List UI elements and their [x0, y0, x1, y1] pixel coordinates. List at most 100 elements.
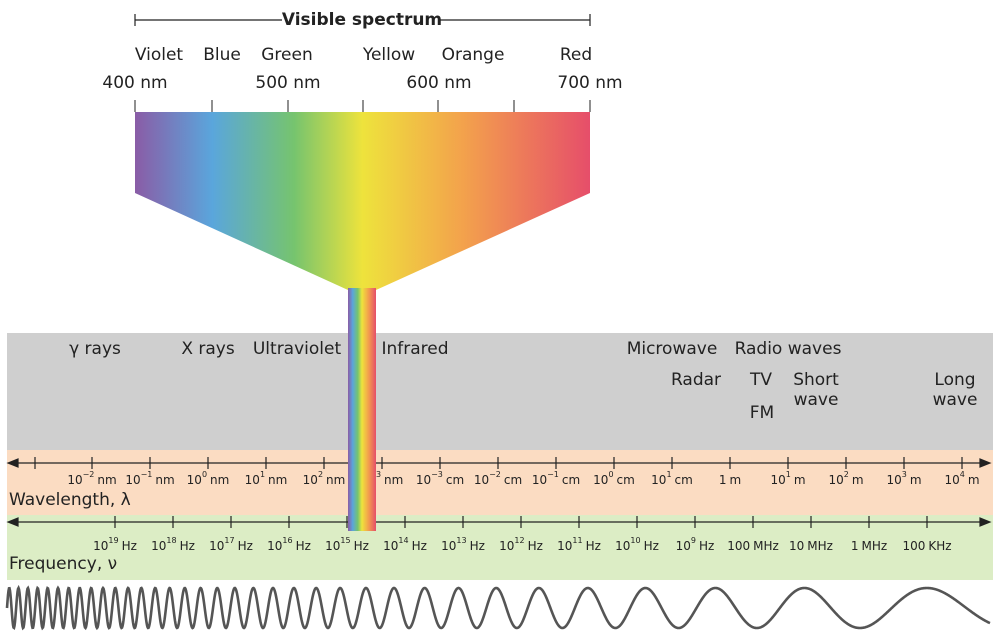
- tick-unit: cm: [675, 473, 693, 487]
- tick-base: 1: [719, 473, 727, 487]
- tick-exp: 13: [456, 536, 466, 545]
- tick-unit: nm: [155, 473, 174, 487]
- tick-base: 10: [557, 539, 572, 553]
- tick-exp: 12: [514, 536, 524, 545]
- tick-unit: nm: [210, 473, 229, 487]
- tick-exp: 19: [108, 536, 118, 545]
- radio-band-label: FM: [750, 403, 774, 423]
- tick-unit: nm: [268, 473, 287, 487]
- tick-exp: 10: [630, 536, 640, 545]
- region-label: Infrared: [381, 339, 448, 359]
- tick-exp: 1: [666, 470, 671, 479]
- color-name: Red: [560, 45, 592, 65]
- tick-base: 10: [325, 539, 340, 553]
- visible-title: Visible spectrum: [282, 10, 442, 30]
- tick-unit: Hz: [699, 539, 714, 553]
- tick-unit: cm: [504, 473, 522, 487]
- region-label: X rays: [181, 339, 235, 359]
- wavelength-label: 600 nm: [406, 73, 471, 93]
- axis-label: Wavelength, λ: [9, 490, 131, 510]
- tick-exp: −1: [141, 470, 153, 479]
- tick-unit: Hz: [586, 539, 601, 553]
- tick-unit: nm: [384, 473, 403, 487]
- tick-exp: 17: [224, 536, 234, 545]
- tick-base: 10: [187, 473, 202, 487]
- region-label: Ultraviolet: [253, 339, 342, 359]
- tick-base: 10: [651, 473, 666, 487]
- tick-exp: 15: [340, 536, 350, 545]
- region-label: Radio waves: [735, 339, 842, 359]
- tick-exp: 9: [691, 536, 696, 545]
- tick-base: 10: [383, 539, 398, 553]
- spectrum-column: [348, 288, 376, 531]
- tick-base: 10: [828, 473, 843, 487]
- tick-exp: 16: [282, 536, 292, 545]
- tick-exp: 3: [376, 470, 381, 479]
- tick-exp: −2: [83, 470, 95, 479]
- color-name: Green: [261, 45, 312, 65]
- tick-base: 10: [532, 473, 547, 487]
- tick-unit: Hz: [296, 539, 311, 553]
- tick-unit: KHz: [928, 539, 951, 553]
- radio-band-label: TV: [749, 370, 772, 390]
- axis-label: Frequency, ν: [9, 554, 117, 574]
- tick-exp: 14: [398, 536, 408, 545]
- tick-unit: Hz: [470, 539, 485, 553]
- radio-band-label: Long: [934, 370, 975, 390]
- tick-exp: −2: [489, 470, 501, 479]
- spectrum-funnel: [135, 112, 590, 290]
- tick-exp: 4: [960, 470, 965, 479]
- tick-unit: MHz: [753, 539, 779, 553]
- tick-base: 1: [851, 539, 859, 553]
- visible-ticks: [135, 100, 590, 112]
- tick-base: 10: [245, 473, 260, 487]
- wavelength-label: 400 nm: [102, 73, 167, 93]
- tick-base: 10: [499, 539, 514, 553]
- tick-unit: MHz: [807, 539, 833, 553]
- tick-base: 10: [944, 473, 959, 487]
- tick-base: 10: [886, 473, 901, 487]
- color-name: Yellow: [362, 45, 415, 65]
- tick-unit: nm: [326, 473, 345, 487]
- tick-base: 10: [474, 473, 489, 487]
- tick-unit: Hz: [644, 539, 659, 553]
- diagram: Visible spectrum VioletBlueGreenYellowOr…: [0, 0, 993, 633]
- tick-unit: Hz: [238, 539, 253, 553]
- tick-base: 10: [676, 539, 691, 553]
- tick-base: 10: [209, 539, 224, 553]
- tick-unit: cm: [562, 473, 580, 487]
- region-label: γ rays: [69, 339, 121, 359]
- radio-band-label: Radar: [671, 370, 721, 390]
- tick-unit: m: [910, 473, 922, 487]
- region-label: Microwave: [627, 339, 718, 359]
- tick-unit: Hz: [412, 539, 427, 553]
- wave: [7, 588, 990, 628]
- tick-label: 100MHz: [727, 539, 779, 553]
- tick-exp: 2: [844, 470, 849, 479]
- wavelength-label: 700 nm: [557, 73, 622, 93]
- page: Visible spectrum VioletBlueGreenYellowOr…: [0, 0, 993, 633]
- tick-exp: 11: [572, 536, 582, 545]
- tick-unit: Hz: [180, 539, 195, 553]
- tick-unit: cm: [446, 473, 464, 487]
- radio-band-label: wave: [794, 390, 839, 410]
- tick-base: 10: [416, 473, 431, 487]
- tick-base: 10: [267, 539, 282, 553]
- radio-band-label: wave: [933, 390, 978, 410]
- tick-exp: 3: [902, 470, 907, 479]
- tick-exp: 2: [318, 470, 323, 479]
- color-name: Orange: [442, 45, 505, 65]
- tick-unit: nm: [97, 473, 116, 487]
- tick-exp: 0: [202, 470, 207, 479]
- tick-base: 100: [727, 539, 750, 553]
- tick-base: 10: [93, 539, 108, 553]
- tick-exp: −1: [547, 470, 559, 479]
- tick-unit: Hz: [122, 539, 137, 553]
- tick-base: 100: [902, 539, 925, 553]
- tick-exp: −3: [431, 470, 443, 479]
- tick-unit: m: [968, 473, 980, 487]
- radio-band-label: Short: [793, 370, 839, 390]
- tick-exp: 1: [260, 470, 265, 479]
- tick-label: 1MHz: [851, 539, 887, 553]
